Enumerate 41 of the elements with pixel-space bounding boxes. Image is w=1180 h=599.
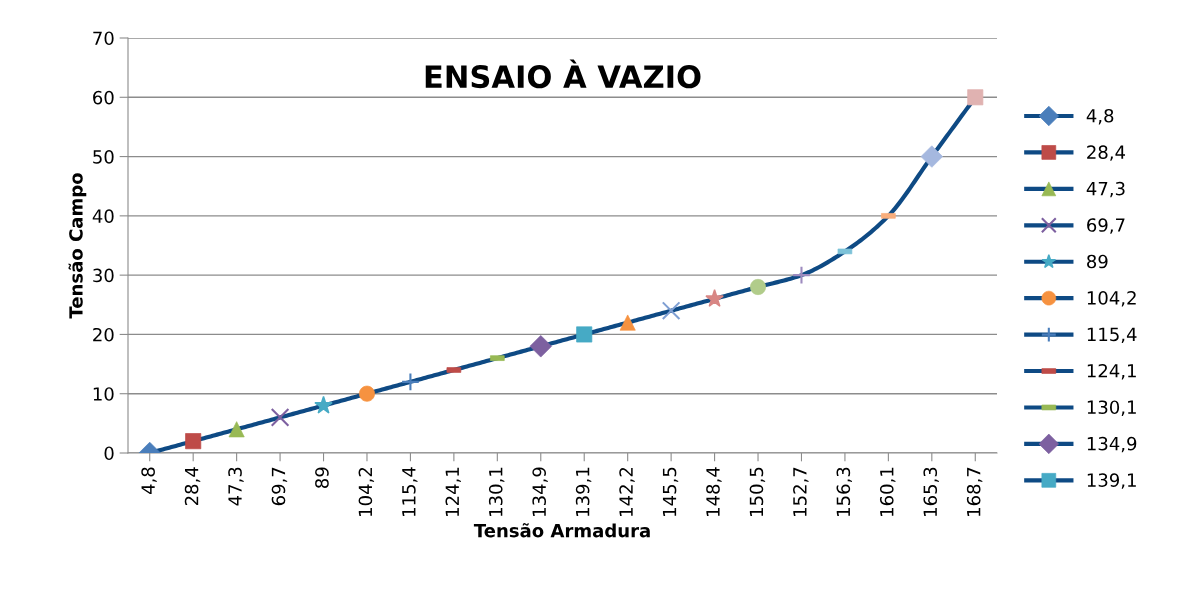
legend-label: 130,1 xyxy=(1087,400,1136,416)
legend-label: 134,9 xyxy=(1087,436,1137,453)
y-tick-label: 0 xyxy=(104,446,114,461)
x-tick-label: 89 xyxy=(315,467,329,488)
y-axis-title: Tensão Campo xyxy=(68,173,87,319)
x-tick-label: 152,7 xyxy=(793,467,809,516)
x-axis-title: Tensão Armadura xyxy=(473,523,650,538)
legend-label: 89 xyxy=(1087,254,1108,269)
y-tick-label: 10 xyxy=(93,387,114,401)
legend-label: 115,4 xyxy=(1087,327,1137,344)
legend-label: 4,8 xyxy=(1086,108,1114,125)
x-tick-label: 148,4 xyxy=(706,467,722,516)
y-tick-label: 50 xyxy=(93,150,114,164)
y-tick-label: 60 xyxy=(93,90,114,105)
x-tick-label: 104,2 xyxy=(358,468,375,516)
text: ENSAIO À VAZIO xyxy=(425,59,701,89)
x-tick-label: 156,3 xyxy=(836,467,853,516)
legend-label: 47,3 xyxy=(1086,181,1125,198)
legend-label: 69,7 xyxy=(1087,218,1125,234)
y-tick-label: 20 xyxy=(93,327,114,342)
x-tick-label: 165,3 xyxy=(923,467,939,516)
x-tick-label: 124,1 xyxy=(445,467,461,516)
x-tick-label: 47,3 xyxy=(228,467,244,506)
x-tick-label: 69,7 xyxy=(271,467,288,506)
y-tick-label: 30 xyxy=(93,268,114,283)
x-tick-label: 28,4 xyxy=(184,467,201,506)
x-tick-label: 168,7 xyxy=(966,467,983,516)
x-tick-label: 4,8 xyxy=(141,467,157,495)
legend-label: 124,1 xyxy=(1087,363,1136,380)
x-tick-label: 142,2 xyxy=(619,468,635,516)
x-tick-label: 134,9 xyxy=(532,467,548,516)
x-tick-label: 139,1 xyxy=(575,467,592,516)
legend-label: 104,2 xyxy=(1087,291,1136,307)
legend-label: 28,4 xyxy=(1087,145,1126,161)
x-tick-label: 115,4 xyxy=(402,467,418,516)
y-tick-label: 40 xyxy=(92,209,114,223)
y-tick-label: 70 xyxy=(93,31,114,46)
x-tick-label: 150,5 xyxy=(749,467,766,516)
x-tick-label: 145,5 xyxy=(662,467,679,516)
x-tick-label: 160,1 xyxy=(879,467,896,516)
x-tick-label: 130,1 xyxy=(488,467,505,516)
